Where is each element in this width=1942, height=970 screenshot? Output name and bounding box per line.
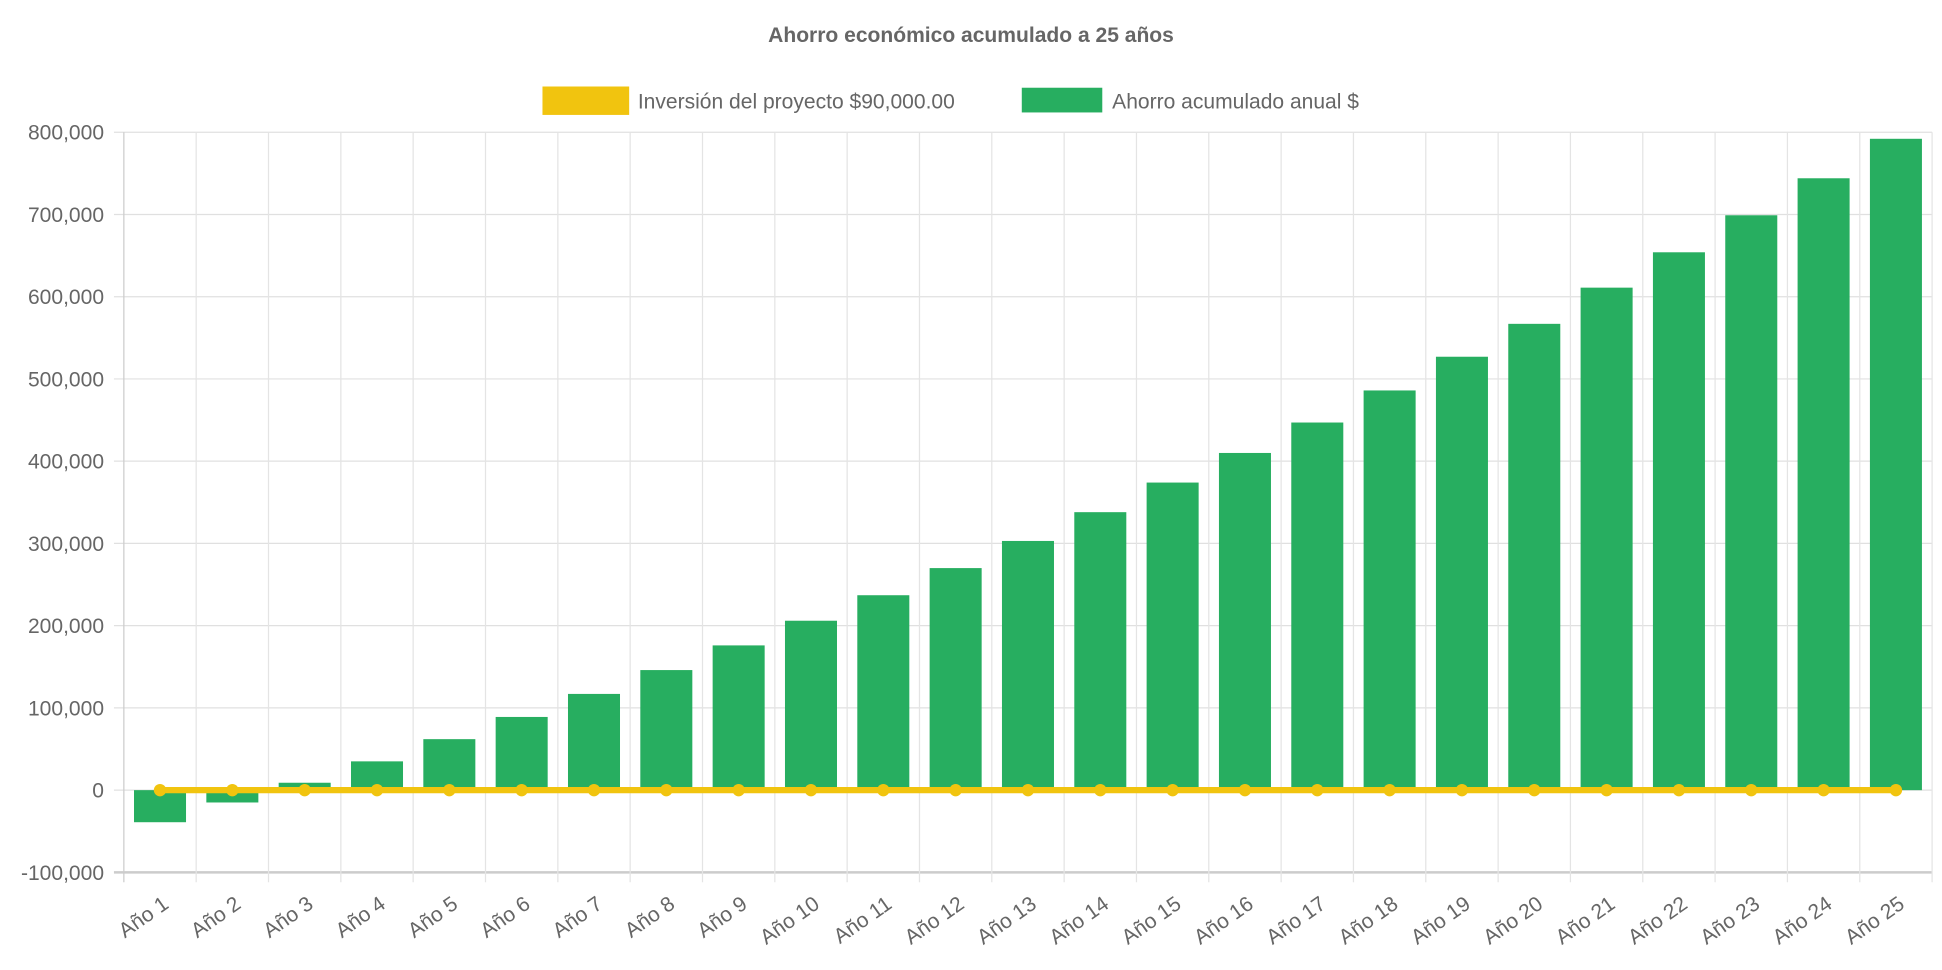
x-tick-label: Año 6 xyxy=(476,892,534,942)
y-tick-label: -100,000 xyxy=(21,862,104,885)
bar xyxy=(423,739,476,791)
line-point xyxy=(660,783,673,797)
bar xyxy=(857,595,910,791)
bar xyxy=(495,716,548,791)
y-tick-label: 700,000 xyxy=(28,204,104,227)
x-tick-label: Año 20 xyxy=(1479,892,1547,949)
x-tick-label: Año 4 xyxy=(332,892,391,942)
x-tick-label: Año 16 xyxy=(1190,892,1258,949)
bar xyxy=(1363,390,1416,791)
legend-swatch-line xyxy=(542,86,630,115)
line-point xyxy=(949,783,962,797)
chart-title: Ahorro económico acumulado a 25 años xyxy=(768,24,1174,47)
x-tick-label: Año 25 xyxy=(1841,892,1909,949)
bar xyxy=(1146,482,1199,791)
legend: Inversión del proyecto $90,000.00 Ahorro… xyxy=(542,86,1359,115)
x-tick-label: Año 15 xyxy=(1118,892,1186,949)
y-tick-label: 600,000 xyxy=(28,286,104,309)
bar xyxy=(1291,422,1344,791)
bar xyxy=(784,620,837,791)
bar xyxy=(1869,138,1922,791)
line-point xyxy=(1021,783,1035,797)
x-tick-label: Año 8 xyxy=(621,892,679,942)
y-tick-label: 400,000 xyxy=(28,451,104,474)
x-tick-label: Año 7 xyxy=(549,892,607,942)
x-tick-label: Año 1 xyxy=(115,892,173,942)
line-point xyxy=(1672,783,1686,797)
line-point xyxy=(1383,783,1396,797)
x-tick-label: Año 3 xyxy=(259,892,317,942)
line-point xyxy=(1745,783,1758,797)
line-point xyxy=(1528,783,1541,797)
y-tick-label: 0 xyxy=(92,780,104,803)
bar xyxy=(1074,512,1127,791)
x-tick-label: Año 10 xyxy=(756,892,824,949)
y-tick-label: 300,000 xyxy=(28,533,104,556)
line-point xyxy=(804,783,818,797)
line-point xyxy=(732,783,745,797)
line-point xyxy=(1455,783,1469,797)
line-point xyxy=(1166,783,1179,797)
y-tick-label: 100,000 xyxy=(28,697,104,720)
legend-label-bar: Ahorro acumulado anual $ xyxy=(1112,91,1359,114)
bar xyxy=(1580,287,1633,791)
line-point xyxy=(370,783,384,797)
bar xyxy=(1001,540,1054,791)
x-tick-label: Año 9 xyxy=(693,892,751,942)
x-tick-label: Año 23 xyxy=(1696,892,1764,949)
bar xyxy=(1652,252,1705,791)
line-point xyxy=(1238,783,1252,797)
bar xyxy=(640,670,693,791)
bar xyxy=(1725,215,1778,791)
line-point xyxy=(1311,783,1324,797)
line-point xyxy=(877,783,890,797)
line-point xyxy=(515,783,528,797)
line-point xyxy=(587,783,601,797)
x-tick-label: Año 21 xyxy=(1552,892,1620,949)
bar xyxy=(1508,323,1561,791)
line-point xyxy=(153,783,167,797)
bar xyxy=(1218,452,1271,791)
bar xyxy=(1797,178,1850,791)
x-tick-label: Año 17 xyxy=(1262,892,1330,949)
y-tick-label: 200,000 xyxy=(28,615,104,638)
x-tick-label: Año 19 xyxy=(1407,892,1475,949)
x-tick-label: Año 5 xyxy=(404,892,462,942)
bar xyxy=(712,645,765,791)
x-tick-label: Año 13 xyxy=(973,892,1041,949)
line-point xyxy=(298,783,311,797)
y-tick-label: 500,000 xyxy=(28,368,104,391)
line-point xyxy=(226,783,239,797)
x-tick-label: Año 18 xyxy=(1335,892,1403,949)
bar xyxy=(929,568,982,791)
x-tick-label: Año 14 xyxy=(1045,892,1113,949)
line-point xyxy=(1600,783,1613,797)
legend-label-line: Inversión del proyecto $90,000.00 xyxy=(638,91,955,114)
line-point xyxy=(1889,783,1903,797)
x-tick-label: Año 2 xyxy=(187,892,245,942)
y-tick-label: 800,000 xyxy=(28,122,104,145)
legend-swatch-bar xyxy=(1021,87,1103,113)
x-tick-label: Año 22 xyxy=(1624,892,1692,949)
bar xyxy=(1435,356,1488,791)
x-tick-label: Año 11 xyxy=(830,892,897,948)
line-point xyxy=(443,783,456,797)
line-point xyxy=(1817,783,1830,797)
bar xyxy=(567,693,621,791)
x-tick-label: Año 24 xyxy=(1769,892,1837,949)
line-point xyxy=(1094,783,1107,797)
x-tick-label: Año 12 xyxy=(901,892,969,949)
